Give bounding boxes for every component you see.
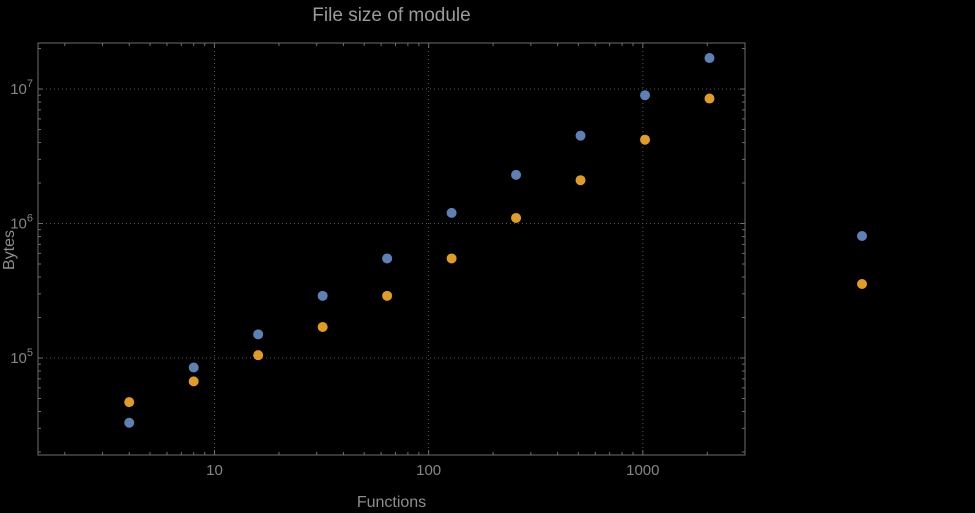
data-point-series-blue <box>446 207 457 218</box>
chart-title: File size of module <box>312 5 471 26</box>
y-axis-label: Bytes <box>1 230 18 271</box>
data-point-series-orange <box>640 134 651 145</box>
data-point-series-blue <box>253 329 264 340</box>
data-point-series-blue <box>124 417 135 428</box>
data-point-series-orange <box>704 93 715 104</box>
y-tick-label: 107 <box>10 78 33 98</box>
data-point-series-orange <box>511 212 522 223</box>
x-tick-label: 10 <box>206 462 223 479</box>
plot-frame <box>37 42 746 456</box>
data-point-series-blue <box>382 253 393 264</box>
legend-marker-orange <box>857 279 867 289</box>
y-tick-label: 106 <box>10 213 33 233</box>
x-tick-label: 100 <box>416 462 441 479</box>
data-point-series-blue <box>511 169 522 180</box>
data-point-series-blue <box>317 290 328 301</box>
legend-marker-blue <box>857 231 867 241</box>
data-point-series-blue <box>575 130 586 141</box>
data-point-series-orange <box>446 253 457 264</box>
data-point-series-blue <box>188 362 199 373</box>
data-point-series-orange <box>575 175 586 186</box>
data-point-series-orange <box>124 397 135 408</box>
data-point-series-orange <box>382 290 393 301</box>
data-point-series-blue <box>704 53 715 64</box>
x-axis-label: Functions <box>356 494 427 511</box>
y-tick-label: 105 <box>10 347 33 367</box>
data-point-series-orange <box>253 350 264 361</box>
data-point-series-orange <box>317 322 328 333</box>
data-point-series-orange <box>188 376 199 387</box>
x-tick-label: 1000 <box>626 462 659 479</box>
data-point-series-blue <box>640 90 651 101</box>
